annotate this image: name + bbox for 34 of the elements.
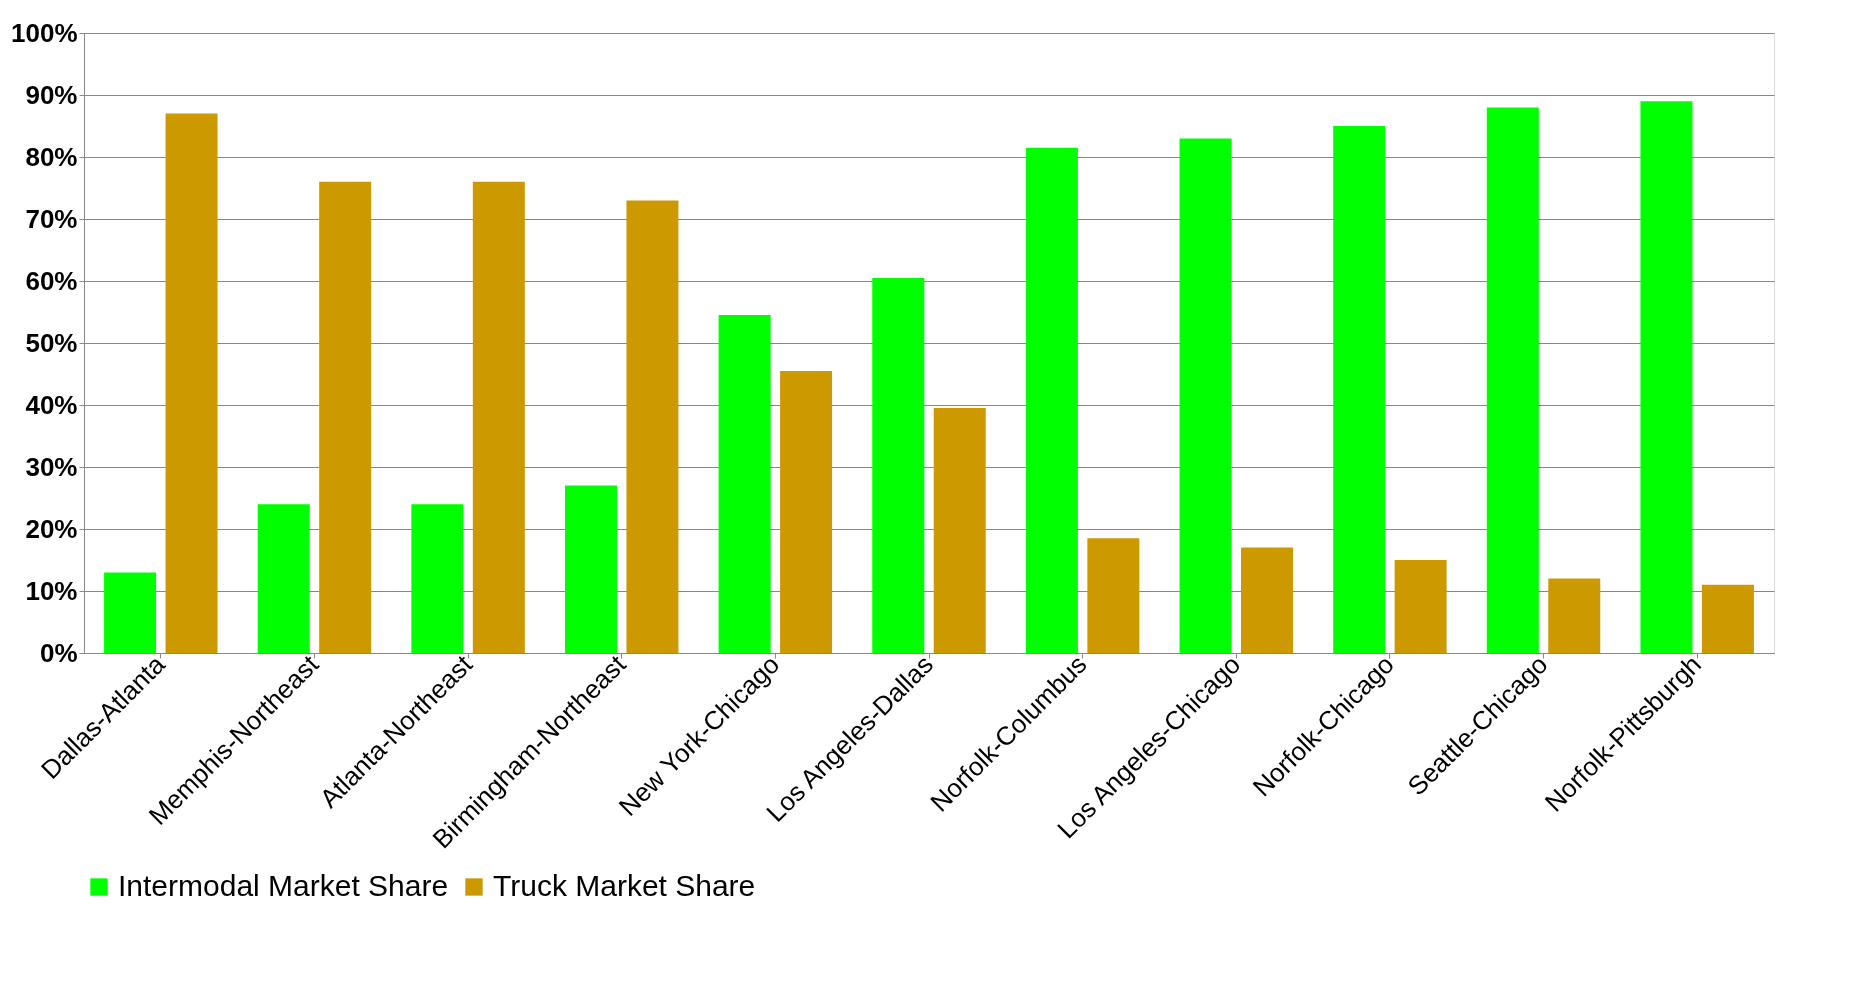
bar <box>1548 578 1601 653</box>
bar <box>872 277 925 653</box>
bar <box>104 572 157 653</box>
y-tick-label: 60% <box>25 265 78 296</box>
y-tick-label: 30% <box>25 451 78 482</box>
bar <box>1701 584 1754 653</box>
bar <box>319 181 372 653</box>
bar <box>1394 560 1447 653</box>
bar <box>780 370 833 653</box>
bar <box>1333 126 1386 653</box>
y-tick-label: 90% <box>25 79 78 110</box>
bar <box>1640 101 1693 653</box>
y-tick-label: 70% <box>25 203 78 234</box>
bar <box>472 181 525 653</box>
bar <box>718 315 771 653</box>
bar <box>565 485 617 653</box>
bar <box>626 200 679 653</box>
y-tick-label: 100% <box>11 17 78 48</box>
bar <box>1486 107 1539 653</box>
legend-label: Truck Market Share <box>493 869 756 902</box>
bar <box>1025 147 1078 653</box>
y-tick-label: 40% <box>25 389 78 420</box>
y-tick-label: 80% <box>25 141 78 172</box>
y-tick-label: 20% <box>25 513 78 544</box>
bar <box>165 113 218 653</box>
bar <box>1241 547 1293 653</box>
bar <box>1087 538 1140 653</box>
bar <box>1179 138 1232 653</box>
bar <box>933 408 986 653</box>
y-tick-label: 10% <box>25 575 78 606</box>
bar <box>411 504 464 653</box>
bar <box>257 504 310 653</box>
legend-label: Intermodal Market Share <box>118 869 449 902</box>
y-tick-label: 50% <box>25 327 78 358</box>
